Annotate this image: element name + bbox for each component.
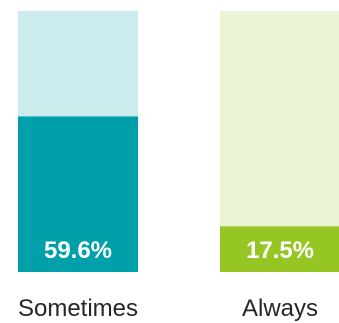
- value-label-box-always: [226, 233, 334, 269]
- bar-sometimes: [18, 116, 138, 272]
- category-label-sometimes: Sometimes: [18, 295, 138, 322]
- category-label-always: Always: [242, 295, 318, 322]
- value-label-sometimes: 59.6%: [44, 237, 112, 264]
- value-label-always: 17.5%: [246, 237, 314, 264]
